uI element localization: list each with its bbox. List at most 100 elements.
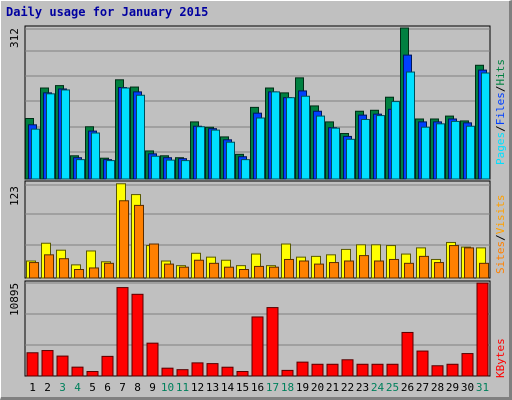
bar-visits-23 — [359, 255, 369, 279]
bar-visits-10 — [164, 263, 174, 279]
bar-kbytes-19 — [296, 361, 309, 377]
x-tick-label: 5 — [89, 381, 96, 394]
bar-pages-23 — [361, 118, 370, 180]
bar-kbytes-26 — [401, 331, 414, 377]
bar-visits-17 — [269, 266, 279, 279]
bar-pages-8 — [136, 94, 145, 180]
bar-visits-30 — [464, 247, 474, 279]
x-tick-label: 23 — [356, 381, 369, 394]
bar-pages-6 — [106, 160, 115, 180]
x-tick-label: 14 — [221, 381, 235, 394]
bar-visits-6 — [104, 262, 114, 279]
x-tick-label: 3 — [59, 381, 66, 394]
x-tick-label: 22 — [341, 381, 354, 394]
bar-kbytes-16 — [251, 316, 264, 377]
x-tick-label: 25 — [386, 381, 399, 394]
x-tick-label: 27 — [416, 381, 429, 394]
bar-pages-4 — [76, 159, 85, 180]
bar-visits-2 — [44, 254, 54, 279]
bar-pages-21 — [331, 127, 340, 180]
bar-pages-1 — [31, 128, 40, 180]
x-tick-label: 29 — [446, 381, 459, 394]
x-tick-label: 11 — [176, 381, 189, 394]
bar-visits-25 — [389, 258, 399, 279]
bar-visits-22 — [344, 260, 354, 279]
bar-kbytes-27 — [416, 350, 429, 377]
bar-kbytes-9 — [146, 342, 159, 377]
bar-kbytes-7 — [116, 287, 129, 377]
bar-pages-31 — [481, 72, 490, 180]
bar-pages-14 — [226, 141, 235, 180]
bar-visits-16 — [254, 265, 264, 279]
bar-kbytes-10 — [161, 367, 174, 377]
legend-hits: Hits — [494, 59, 507, 86]
bar-visits-11 — [179, 266, 189, 279]
bar-kbytes-2 — [41, 350, 54, 377]
x-tick-label: 17 — [266, 381, 279, 394]
bar-kbytes-11 — [176, 369, 189, 377]
bar-kbytes-14 — [221, 366, 234, 377]
bar-kbytes-3 — [56, 355, 69, 377]
bar-kbytes-28 — [431, 365, 444, 377]
bar-kbytes-5 — [86, 370, 99, 377]
bar-kbytes-30 — [461, 353, 474, 377]
panel1-max-label: 312 — [8, 28, 21, 48]
bar-visits-31 — [479, 262, 489, 279]
bar-visits-7 — [119, 200, 129, 279]
bar-pages-11 — [181, 160, 190, 180]
x-tick-label: 8 — [134, 381, 141, 394]
bar-visits-27 — [419, 255, 429, 279]
bar-pages-7 — [121, 87, 130, 180]
bar-visits-8 — [134, 204, 144, 279]
bar-visits-20 — [314, 263, 324, 279]
bar-kbytes-1 — [26, 352, 39, 377]
x-tick-label: 6 — [104, 381, 111, 394]
bar-pages-26 — [406, 71, 415, 180]
x-tick-label: 16 — [251, 381, 264, 394]
x-tick-label: 13 — [206, 381, 219, 394]
x-tick-label: 26 — [401, 381, 414, 394]
x-tick-label: 30 — [461, 381, 474, 394]
bar-kbytes-21 — [326, 363, 339, 377]
bar-kbytes-29 — [446, 363, 459, 377]
bar-kbytes-15 — [236, 370, 249, 377]
panel3-max-label: 10895 — [8, 282, 21, 316]
bar-pages-17 — [271, 91, 280, 180]
bar-visits-19 — [299, 260, 309, 279]
bar-kbytes-8 — [131, 293, 144, 377]
bar-visits-1 — [29, 262, 39, 279]
bar-pages-22 — [346, 138, 355, 180]
x-tick-label: 19 — [296, 381, 309, 394]
bar-pages-3 — [61, 89, 70, 180]
bar-pages-18 — [286, 97, 295, 180]
legend-sites: Sites — [494, 240, 507, 274]
bar-visits-24 — [374, 260, 384, 279]
bar-pages-25 — [391, 101, 400, 180]
bar-kbytes-6 — [101, 355, 114, 377]
bar-visits-15 — [239, 269, 249, 279]
bar-pages-19 — [301, 95, 310, 180]
bar-kbytes-17 — [266, 307, 279, 377]
bar-visits-21 — [329, 262, 339, 279]
bar-kbytes-18 — [281, 369, 294, 377]
bar-pages-9 — [151, 155, 160, 180]
x-tick-label: 31 — [476, 381, 489, 394]
bar-visits-14 — [224, 266, 234, 279]
x-tick-label: 18 — [281, 381, 294, 394]
bar-pages-20 — [316, 115, 325, 180]
x-tick-label: 15 — [236, 381, 249, 394]
bar-kbytes-22 — [341, 359, 354, 377]
x-tick-label: 7 — [119, 381, 126, 394]
chart-title: Daily usage for January 2015 — [6, 5, 209, 19]
bar-kbytes-23 — [356, 363, 369, 377]
x-tick-label: 28 — [431, 381, 444, 394]
bar-visits-28 — [434, 262, 444, 279]
x-tick-label: 12 — [191, 381, 204, 394]
x-tick-label: 21 — [326, 381, 339, 394]
bar-visits-26 — [404, 262, 414, 279]
bar-pages-27 — [421, 126, 430, 180]
legend-pages: Pages — [494, 131, 507, 165]
bar-kbytes-12 — [191, 362, 204, 377]
x-tick-label: 2 — [44, 381, 51, 394]
